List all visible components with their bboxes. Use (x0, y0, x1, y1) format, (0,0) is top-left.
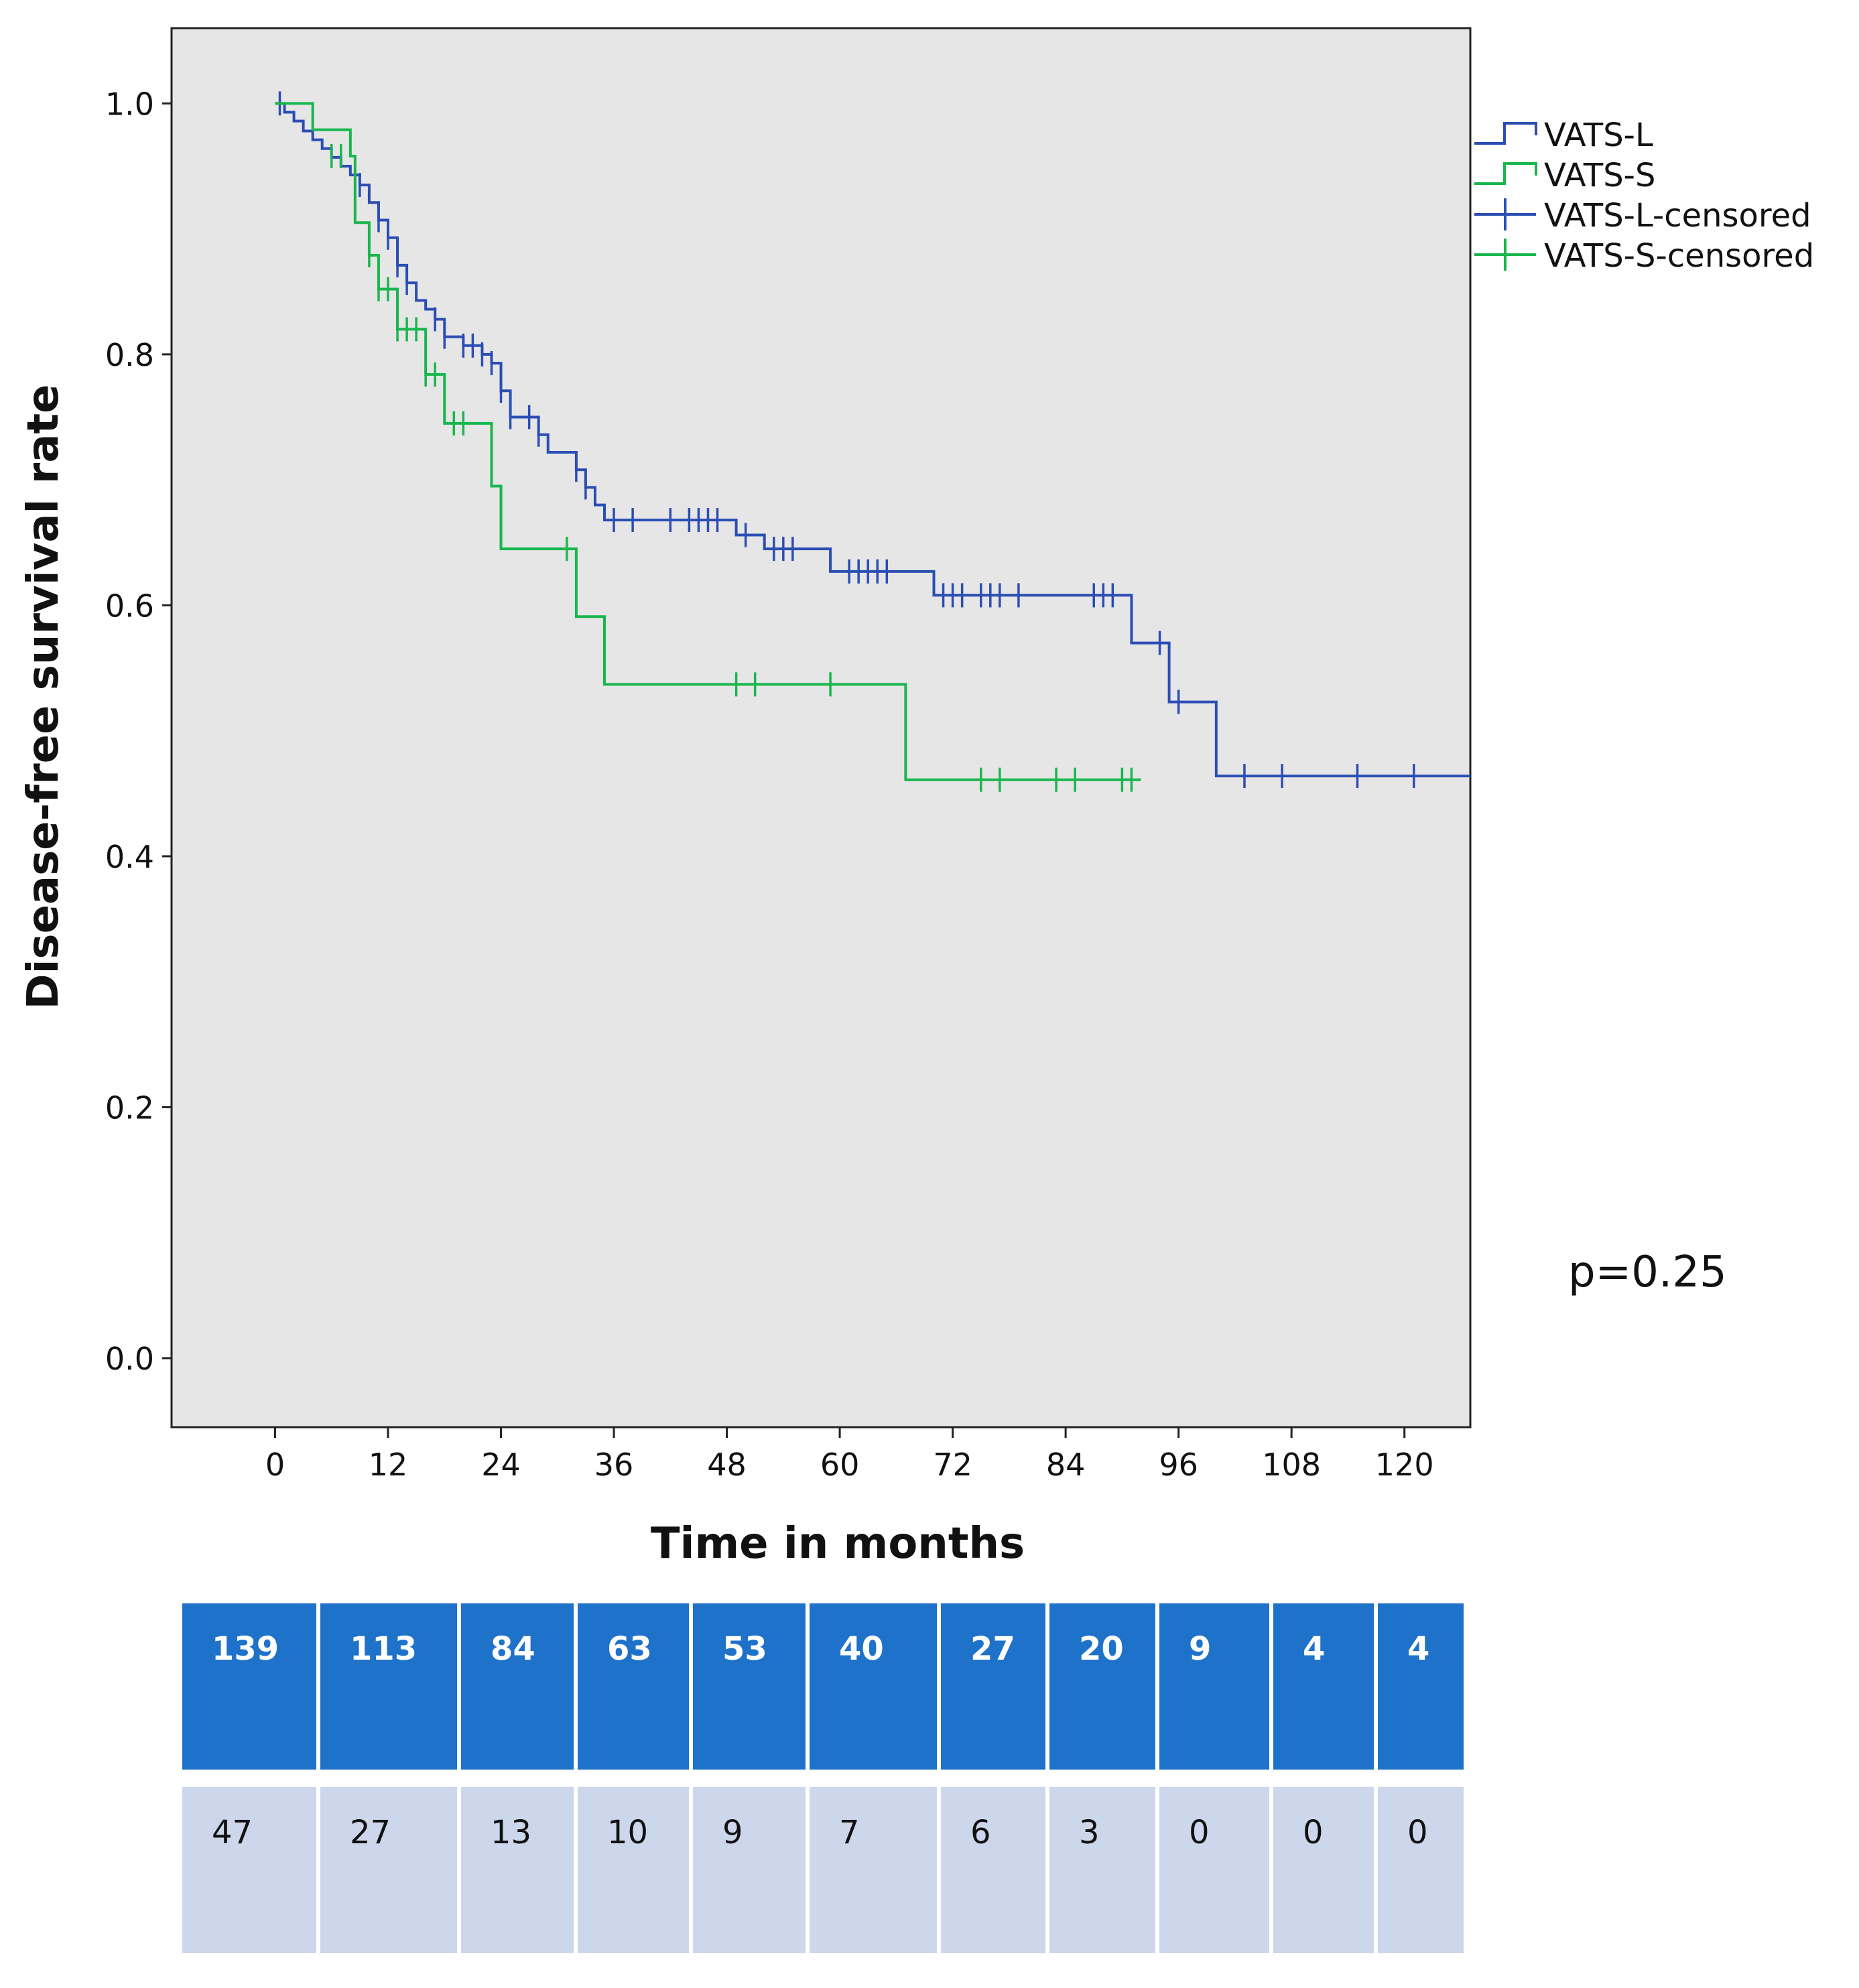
y-tick-label: 0.6 (105, 588, 154, 624)
legend-label: VATS-S-censored (1544, 237, 1814, 275)
x-tick-label: 84 (1046, 1447, 1086, 1483)
legend-item: VATS-L-censored (1474, 197, 1811, 235)
x-tick-label: 24 (481, 1447, 521, 1483)
x-tick-label: 48 (707, 1447, 747, 1483)
risk-cell: 139 (182, 1603, 320, 1770)
number-at-risk-table: 139 113 84 63 53 40 27 20 9 4 4 47 27 13… (182, 1603, 1464, 1953)
legend-item: VATS-S-censored (1474, 237, 1814, 275)
risk-cell: 84 (461, 1603, 578, 1770)
risk-cell: 9 (1159, 1603, 1273, 1770)
risk-cell: 9 (693, 1787, 810, 1953)
y-tick-label: 0.0 (105, 1341, 154, 1377)
legend-label: VATS-L-censored (1544, 197, 1811, 235)
x-tick-label: 12 (369, 1447, 408, 1483)
x-tick-label: 96 (1159, 1447, 1198, 1483)
risk-cell: 7 (810, 1787, 941, 1953)
y-axis-ticks: 0.0 0.2 0.4 0.6 0.8 1.0 (105, 86, 172, 1377)
risk-cell: 13 (461, 1787, 578, 1953)
risk-row-vats-s: 47 27 13 10 9 7 6 3 0 0 0 (182, 1787, 1464, 1953)
risk-cell: 113 (320, 1603, 461, 1770)
risk-cell: 6 (941, 1787, 1049, 1953)
plot-area (170, 27, 1472, 1429)
x-tick-label: 60 (820, 1447, 860, 1483)
x-tick-label: 0 (265, 1447, 285, 1483)
p-value-annotation: p=0.25 (1568, 1248, 1727, 1297)
risk-cell: 27 (320, 1787, 461, 1953)
risk-cell: 10 (578, 1787, 693, 1953)
x-tick-label: 72 (933, 1447, 972, 1483)
risk-cell: 0 (1378, 1787, 1464, 1953)
series-group (275, 91, 1470, 792)
y-tick-label: 1.0 (105, 86, 154, 122)
risk-cell: 40 (810, 1603, 941, 1770)
legend-item: VATS-S (1474, 157, 1655, 194)
risk-cell: 4 (1273, 1603, 1378, 1770)
x-tick-label: 120 (1375, 1447, 1434, 1483)
x-tick-label: 108 (1262, 1447, 1321, 1483)
risk-cell: 63 (578, 1603, 693, 1770)
legend-swatch (1474, 122, 1537, 145)
series-line-vats-s (275, 102, 1141, 781)
legend-swatch (1474, 162, 1537, 185)
x-axis-ticks: 0 12 24 36 48 60 72 84 96 108 120 (265, 1427, 1434, 1483)
legend-item: VATS-L (1474, 117, 1653, 154)
y-tick-label: 0.4 (105, 839, 154, 875)
y-tick-label: 0.2 (105, 1089, 154, 1126)
risk-cell: 0 (1159, 1787, 1273, 1953)
risk-cell: 0 (1273, 1787, 1378, 1953)
legend-label: VATS-L (1544, 117, 1653, 154)
x-axis-title: Time in months (651, 1519, 1025, 1569)
risk-cell: 27 (941, 1603, 1049, 1770)
y-tick-label: 0.8 (105, 337, 154, 373)
risk-cell: 20 (1049, 1603, 1159, 1770)
x-tick-label: 36 (594, 1447, 634, 1483)
series-line-vats-l (275, 102, 1470, 778)
risk-row-vats-l: 139 113 84 63 53 40 27 20 9 4 4 (182, 1603, 1464, 1770)
legend-label: VATS-S (1544, 157, 1655, 194)
risk-cell: 47 (182, 1787, 320, 1953)
y-axis-title: Disease-free survival rate (19, 384, 68, 1009)
risk-cell: 53 (693, 1603, 810, 1770)
risk-cell: 4 (1378, 1603, 1464, 1770)
legend: VATS-LVATS-SVATS-L-censoredVATS-S-censor… (1474, 117, 1814, 275)
risk-cell: 3 (1049, 1787, 1159, 1953)
survival-chart: 0.0 0.2 0.4 0.6 0.8 1.0 0 12 24 36 48 60 72 84 96 108 1… (19, 27, 1814, 1569)
